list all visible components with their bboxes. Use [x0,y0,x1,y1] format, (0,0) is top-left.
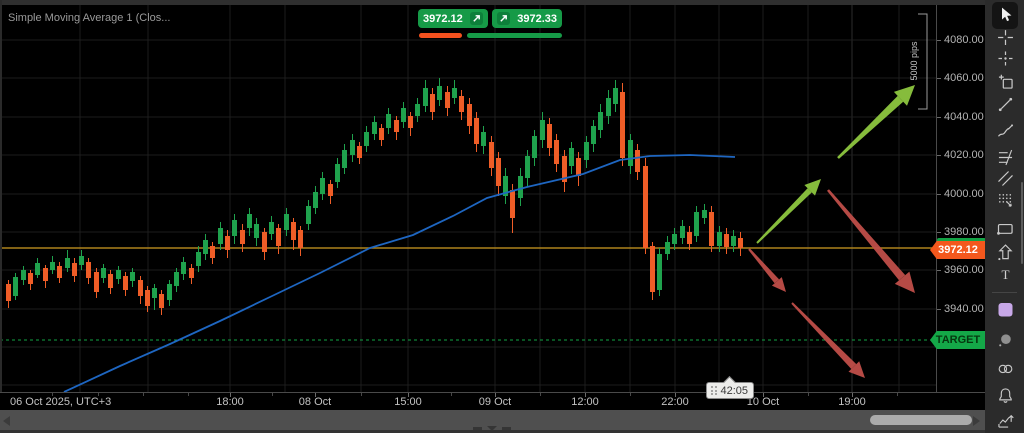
time-tick [763,393,764,397]
price-tick [937,270,941,271]
grid [0,5,936,392]
time-tick [230,393,231,397]
tool-dot-crosshair-icon[interactable] [992,46,1018,70]
price-axis[interactable]: 3972.12 TARGET 4080.00 4060.00 4040.00 4020… [930,0,986,392]
tool-color-swatch-icon[interactable] [992,297,1018,321]
tool-trend-line-icon[interactable] [992,92,1018,116]
time-axis-label: 06 Oct 2025, UTC+3 [10,396,112,408]
time-axis-label: 15:00 [394,396,422,408]
tool-fibonacci-icon[interactable] [992,145,1018,169]
price-axis-label: 4060.00 [944,72,984,84]
chart-canvas[interactable]: 5000 pips [0,0,936,392]
scroll-left-icon[interactable] [3,416,10,426]
time-axis-label: 09 Oct [478,396,512,408]
tool-alerts-bell-icon[interactable] [992,383,1018,407]
countdown-value: 42:05 [720,384,749,397]
ask-price-badge[interactable]: 3972.33 [492,9,562,28]
toolbar-scrollbar[interactable] [1021,182,1023,264]
time-axis-label: 18:00 [216,396,244,408]
tool-dot-marker-icon[interactable] [992,328,1018,352]
measure-label: 5000 pips [909,41,919,81]
price-tick [937,194,941,195]
chart-scrollbar[interactable] [0,410,985,433]
window-left-edge [0,0,2,392]
time-axis-label: 12:00 [571,396,599,408]
tool-pattern-dots-icon[interactable] [992,188,1018,212]
current-price-tag: 3972.12 [930,241,986,259]
tool-crosshair-icon[interactable] [992,25,1018,49]
time-tick-minor [361,393,362,396]
time-tick-minor [188,393,189,396]
bid-price-badge[interactable]: 3972.12 [418,9,488,28]
time-axis-label: 10 Oct [746,396,780,408]
tool-equidistant-channel-icon[interactable] [992,166,1018,190]
tool-region-select-icon[interactable] [992,69,1018,93]
candle-countdown-tooltip[interactable]: 42:05 [706,382,754,399]
window-top-edge [0,0,985,5]
time-tick-minor [98,393,99,396]
time-axis-label: 08 Oct [298,396,332,408]
time-tick-minor [52,393,53,396]
price-axis-label: 4020.00 [944,149,984,161]
tool-brush-icon[interactable] [992,119,1018,143]
ask-price-value: 3972.33 [517,12,557,25]
bid-price-value: 3972.12 [423,12,463,25]
drag-grip-icon [711,386,717,395]
drawing-toolbar: T [985,0,1024,433]
bid-underline [419,33,462,38]
tool-camera-icon[interactable] [992,356,1018,380]
trend-up-icon [470,12,483,25]
time-tick-minor [143,393,144,396]
scroll-right-icon[interactable] [973,416,980,426]
price-tick [937,78,941,79]
ask-underline [467,33,562,38]
trend-arrows [748,85,915,378]
toolbar-divider [992,292,1017,293]
candles [6,78,743,315]
price-tick [937,232,941,233]
target-price-tag[interactable]: TARGET [930,331,986,349]
time-tick-minor [272,393,273,396]
time-tick [408,393,409,397]
measure-bracket [918,13,928,110]
tool-cursor-icon[interactable] [992,2,1018,29]
price-axis-label: 3940.00 [944,303,984,315]
price-tick [937,117,941,118]
price-tick [937,155,941,156]
time-tick-minor [897,393,898,396]
time-tick-minor [540,393,541,396]
price-axis-label: 4040.00 [944,111,984,123]
price-tick [937,40,941,41]
time-axis[interactable]: 06 Oct 2025, UTC+3 18:00 08 Oct 15:00 09 Oct… [0,392,985,410]
time-tick [675,393,676,397]
tool-text-icon[interactable]: T [992,262,1018,286]
time-tick [315,393,316,397]
time-tick [852,393,853,397]
tool-rectangle-icon[interactable] [992,216,1018,240]
scrollbar-center-grip[interactable] [473,426,511,431]
time-axis-label: 22:00 [661,396,689,408]
sma-line [63,154,736,392]
indicator-label[interactable]: Simple Moving Average 1 (Clos... [8,12,171,24]
time-tick-minor [451,393,452,396]
tool-arrow-shape-icon[interactable] [992,240,1018,264]
svg-text:T: T [1001,266,1009,281]
tool-chart-export-icon[interactable] [992,408,1018,432]
time-tick-minor [808,393,809,396]
time-tick-minor [630,393,631,396]
price-axis-label: 4000.00 [944,188,984,200]
price-axis-label: 3960.00 [944,264,984,276]
time-axis-label: 19:00 [838,396,866,408]
trend-up-icon [497,12,510,25]
price-axis-label: 3980.00 [944,226,984,238]
time-tick [585,393,586,397]
time-tick [495,393,496,397]
price-axis-label: 4080.00 [944,34,984,46]
scrollbar-handle[interactable] [870,415,972,425]
price-tick [937,309,941,310]
